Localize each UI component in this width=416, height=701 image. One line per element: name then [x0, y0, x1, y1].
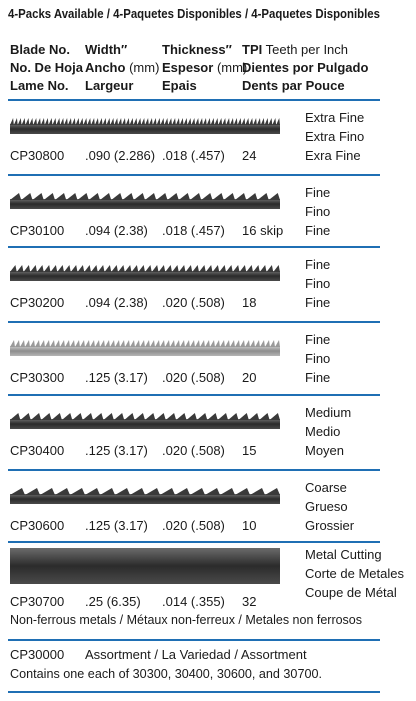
width: .125 (3.17) — [85, 370, 148, 385]
blade-image — [10, 118, 280, 134]
thickness: .020 (.508) — [162, 443, 225, 458]
blade-no: CP30800 — [10, 148, 64, 163]
description: Metal Cutting — [305, 547, 382, 562]
tpi: 20 — [242, 370, 256, 385]
blade-no: CP30200 — [10, 295, 64, 310]
description: Coarse — [305, 480, 347, 495]
header-thickness: Epais — [162, 78, 197, 93]
description: Fino — [305, 351, 330, 366]
header-blade: No. De Hoja — [10, 60, 84, 75]
thickness: .020 (.508) — [162, 295, 225, 310]
description: Coupe de Métal — [305, 585, 397, 600]
blade-image — [10, 340, 280, 356]
blade-teeth — [10, 340, 280, 347]
header-tpi: Dents par Pouce — [242, 78, 345, 93]
blade-teeth — [10, 265, 280, 272]
description: Grossier — [305, 518, 355, 533]
thickness: .018 (.457) — [162, 223, 225, 238]
thickness: .020 (.508) — [162, 370, 225, 385]
width: .094 (2.38) — [85, 223, 148, 238]
description: Fine — [305, 295, 330, 310]
blade-teeth — [10, 488, 280, 495]
blade-image — [10, 413, 280, 429]
tpi: 18 — [242, 295, 256, 310]
blade-image — [10, 193, 280, 209]
header-thickness: Espesor (mm) — [162, 60, 247, 75]
blade-body — [10, 548, 280, 584]
description: Corte de Metales — [305, 566, 404, 581]
width: .094 (2.38) — [85, 295, 148, 310]
blade-teeth — [10, 413, 280, 420]
header-tpi: Dientes por Pulgado — [242, 60, 368, 75]
description: Fine — [305, 185, 330, 200]
header-tpi: Teeth per Inch — [266, 42, 348, 57]
width: .090 (2.286) — [85, 148, 155, 163]
blade-body — [10, 199, 280, 209]
blade-teeth — [10, 118, 280, 125]
description: Fino — [305, 276, 330, 291]
tpi: 15 — [242, 443, 256, 458]
header-unit: (mm) — [129, 60, 159, 75]
blade-body — [10, 346, 280, 356]
header-tpi: TPI Teeth per Inch — [242, 42, 348, 57]
tpi: 24 — [242, 148, 256, 163]
header-width: Ancho — [85, 60, 126, 75]
header-thickness: Thickness″ — [162, 42, 232, 57]
description: Medium — [305, 405, 351, 420]
blade-body — [10, 494, 280, 504]
note: Non-ferrous metals / Métaux non-ferreux … — [10, 612, 362, 627]
header-unit: (mm) — [217, 60, 247, 75]
header-width: Width″ — [85, 42, 127, 57]
assortment-name: Assortment / La Variedad / Assortment — [85, 647, 307, 662]
blade-no: CP30300 — [10, 370, 64, 385]
header: Blade No. No. De Hoja Lame No. Width″ Ancho … — [10, 42, 368, 93]
description: Fine — [305, 370, 330, 385]
tpi: 32 — [242, 594, 256, 609]
blade-teeth — [10, 193, 280, 200]
blade-image — [10, 488, 280, 504]
width: .125 (3.17) — [85, 443, 148, 458]
header-thickness: Espesor — [162, 60, 213, 75]
thickness: .020 (.508) — [162, 518, 225, 533]
width: .25 (6.35) — [85, 594, 141, 609]
title: 4-Packs Available / 4-Paquetes Disponibl… — [8, 6, 380, 21]
blade-body — [10, 419, 280, 429]
description: Extra Fino — [305, 129, 364, 144]
description: Fine — [305, 332, 330, 347]
description: Fine — [305, 257, 330, 272]
blade-no: CP30600 — [10, 518, 64, 533]
blade-body — [10, 271, 280, 281]
header-blade: Lame No. — [10, 78, 69, 93]
blade-no: CP30700 — [10, 594, 64, 609]
header-width: Ancho (mm) — [85, 60, 159, 75]
header-tpi: TPI — [242, 42, 262, 57]
thickness: .018 (.457) — [162, 148, 225, 163]
blade-no: CP30100 — [10, 223, 64, 238]
header-blade: Blade No. — [10, 42, 70, 57]
description: Grueso — [305, 499, 348, 514]
thickness: .014 (.355) — [162, 594, 225, 609]
blade-no: CP30000 — [10, 647, 64, 662]
tpi: 16 skip — [242, 223, 283, 238]
description: Medio — [305, 424, 340, 439]
blade-no: CP30400 — [10, 443, 64, 458]
table: Extra Fine Extra Fino Exra Fine CP30800 .090… — [8, 99, 404, 693]
blade-image — [10, 265, 280, 281]
tpi: 10 — [242, 518, 256, 533]
blade-image — [10, 548, 280, 584]
header-width: Largeur — [85, 78, 133, 93]
width: .125 (3.17) — [85, 518, 148, 533]
assortment-contents: Contains one each of 30300, 30400, 30600… — [10, 666, 322, 681]
blade-body — [10, 124, 280, 134]
description: Fine — [305, 223, 330, 238]
description: Moyen — [305, 443, 344, 458]
description: Exra Fine — [305, 148, 361, 163]
description: Fino — [305, 204, 330, 219]
description: Extra Fine — [305, 110, 364, 125]
